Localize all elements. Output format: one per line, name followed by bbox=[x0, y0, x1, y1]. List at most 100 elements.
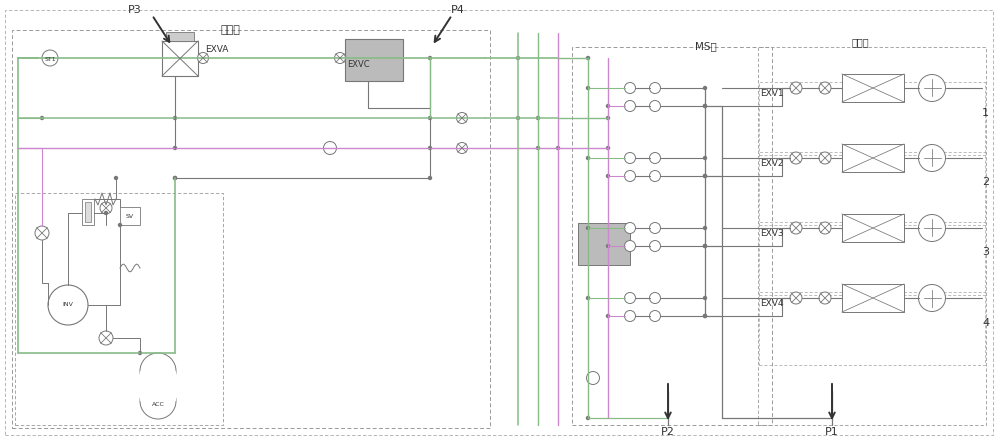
Circle shape bbox=[140, 383, 176, 419]
Circle shape bbox=[173, 176, 177, 180]
Circle shape bbox=[650, 171, 660, 182]
Text: P1: P1 bbox=[825, 427, 839, 437]
Circle shape bbox=[516, 116, 520, 120]
Circle shape bbox=[556, 146, 560, 150]
Bar bbox=[842, 74, 904, 102]
Bar bbox=[759, 292, 985, 365]
Bar bbox=[759, 82, 985, 155]
Circle shape bbox=[790, 152, 802, 164]
Circle shape bbox=[118, 223, 122, 227]
Bar bbox=[842, 214, 904, 242]
Text: P3: P3 bbox=[128, 5, 142, 15]
Circle shape bbox=[703, 104, 707, 108]
Text: 1: 1 bbox=[982, 108, 989, 117]
Circle shape bbox=[790, 222, 802, 234]
Circle shape bbox=[586, 296, 590, 300]
Circle shape bbox=[334, 53, 346, 63]
Bar bbox=[85, 202, 91, 222]
Text: EXV2: EXV2 bbox=[760, 159, 784, 168]
Circle shape bbox=[790, 82, 802, 94]
Circle shape bbox=[428, 116, 432, 120]
Bar bbox=[140, 371, 176, 401]
Circle shape bbox=[40, 116, 44, 120]
Text: P2: P2 bbox=[661, 427, 675, 437]
Circle shape bbox=[606, 146, 610, 150]
Bar bbox=[759, 222, 985, 295]
Circle shape bbox=[650, 152, 660, 163]
Circle shape bbox=[42, 50, 58, 66]
Text: EXV3: EXV3 bbox=[760, 229, 784, 238]
Text: ST1: ST1 bbox=[44, 58, 56, 62]
Circle shape bbox=[819, 82, 831, 94]
Circle shape bbox=[536, 116, 540, 120]
Circle shape bbox=[703, 296, 707, 300]
Circle shape bbox=[35, 226, 49, 240]
Circle shape bbox=[650, 82, 660, 93]
Text: SV: SV bbox=[126, 214, 134, 219]
Circle shape bbox=[918, 144, 946, 171]
Circle shape bbox=[173, 116, 177, 120]
Bar bbox=[578, 223, 630, 265]
Bar bbox=[15, 193, 223, 425]
Bar bbox=[759, 152, 985, 225]
Circle shape bbox=[606, 104, 610, 108]
Circle shape bbox=[428, 56, 432, 60]
Circle shape bbox=[173, 176, 177, 180]
Text: MS側: MS側 bbox=[695, 41, 717, 51]
Text: ACC: ACC bbox=[152, 403, 164, 408]
Circle shape bbox=[586, 156, 590, 160]
Circle shape bbox=[703, 314, 707, 318]
Circle shape bbox=[140, 353, 176, 389]
Text: 内机側: 内机側 bbox=[851, 37, 869, 47]
Circle shape bbox=[624, 241, 636, 252]
Circle shape bbox=[703, 156, 707, 160]
Bar bbox=[120, 207, 140, 225]
Text: EXV1: EXV1 bbox=[760, 89, 784, 98]
Circle shape bbox=[606, 174, 610, 178]
Text: P4: P4 bbox=[451, 5, 465, 15]
Circle shape bbox=[456, 143, 468, 154]
Circle shape bbox=[703, 174, 707, 178]
Bar bbox=[12, 30, 490, 428]
Bar bbox=[82, 199, 94, 225]
Circle shape bbox=[586, 226, 590, 230]
Circle shape bbox=[624, 311, 636, 322]
Text: 3: 3 bbox=[982, 248, 989, 257]
Text: EXVA: EXVA bbox=[205, 45, 228, 54]
Circle shape bbox=[918, 74, 946, 101]
Circle shape bbox=[114, 176, 118, 180]
Circle shape bbox=[624, 222, 636, 233]
Circle shape bbox=[650, 101, 660, 112]
Circle shape bbox=[324, 141, 336, 155]
Circle shape bbox=[586, 56, 590, 60]
Circle shape bbox=[790, 292, 802, 304]
Bar bbox=[842, 144, 904, 172]
Circle shape bbox=[819, 222, 831, 234]
Circle shape bbox=[606, 314, 610, 318]
Text: 2: 2 bbox=[982, 178, 989, 187]
Circle shape bbox=[918, 214, 946, 241]
Circle shape bbox=[536, 146, 540, 150]
Circle shape bbox=[650, 311, 660, 322]
Circle shape bbox=[586, 416, 590, 420]
Circle shape bbox=[650, 222, 660, 233]
Circle shape bbox=[428, 146, 432, 150]
Circle shape bbox=[624, 152, 636, 163]
Circle shape bbox=[703, 244, 707, 248]
Bar bbox=[572, 47, 772, 425]
Text: EXV4: EXV4 bbox=[760, 299, 784, 308]
Circle shape bbox=[703, 104, 707, 108]
Circle shape bbox=[703, 314, 707, 318]
Circle shape bbox=[586, 372, 600, 385]
Circle shape bbox=[173, 146, 177, 150]
Bar bbox=[842, 284, 904, 312]
Circle shape bbox=[624, 171, 636, 182]
Circle shape bbox=[918, 284, 946, 311]
Circle shape bbox=[516, 56, 520, 60]
Text: INV: INV bbox=[63, 303, 73, 307]
Circle shape bbox=[586, 86, 590, 90]
Circle shape bbox=[428, 176, 432, 180]
Circle shape bbox=[99, 331, 113, 345]
Circle shape bbox=[624, 82, 636, 93]
Text: EXVC: EXVC bbox=[347, 60, 370, 69]
